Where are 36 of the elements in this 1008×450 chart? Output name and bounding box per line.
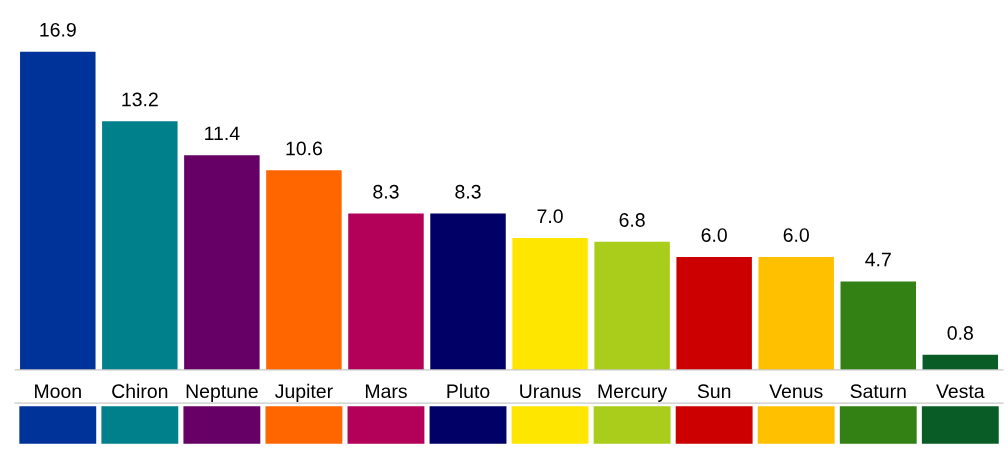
x-tick-label: Vesta — [936, 384, 985, 399]
data-label: 7.0 — [537, 209, 563, 224]
x-tick-label: Jupiter — [275, 383, 333, 402]
bar — [512, 238, 588, 370]
data-label: 16.9 — [40, 22, 76, 37]
data-label: 13.2 — [122, 92, 158, 107]
data-label: 6.0 — [783, 228, 809, 242]
x-tick-label: Saturn — [850, 384, 906, 399]
data-label: 8.3 — [455, 184, 481, 199]
x-tick-label: Neptune — [186, 384, 258, 402]
bar — [20, 51, 96, 370]
bar — [594, 241, 670, 370]
bar — [922, 354, 999, 370]
data-label: 0.8 — [947, 326, 973, 340]
data-label: 4.7 — [865, 252, 891, 267]
bar — [184, 155, 260, 370]
data-label: 10.6 — [286, 141, 322, 156]
bar — [676, 256, 752, 370]
bar — [758, 256, 834, 370]
bar — [348, 213, 424, 370]
x-tick-label: Chiron — [112, 383, 168, 399]
x-tick-label: Mars — [365, 384, 407, 399]
x-tick-label: Venus — [769, 384, 823, 399]
x-tick-label: Mercury — [598, 384, 668, 402]
x-tick-label: Uranus — [520, 384, 581, 399]
x-tick-label: Pluto — [447, 383, 490, 399]
bar — [266, 170, 342, 370]
data-label: 6.8 — [619, 213, 645, 227]
data-label: 6.0 — [701, 228, 727, 242]
bar — [840, 281, 916, 370]
x-tick-label: Moon — [35, 384, 81, 399]
data-label: 11.4 — [205, 126, 240, 141]
bar — [102, 121, 178, 370]
data-label: 8.3 — [373, 184, 399, 199]
x-tick-label: Sun — [697, 384, 731, 399]
bar — [430, 213, 506, 370]
